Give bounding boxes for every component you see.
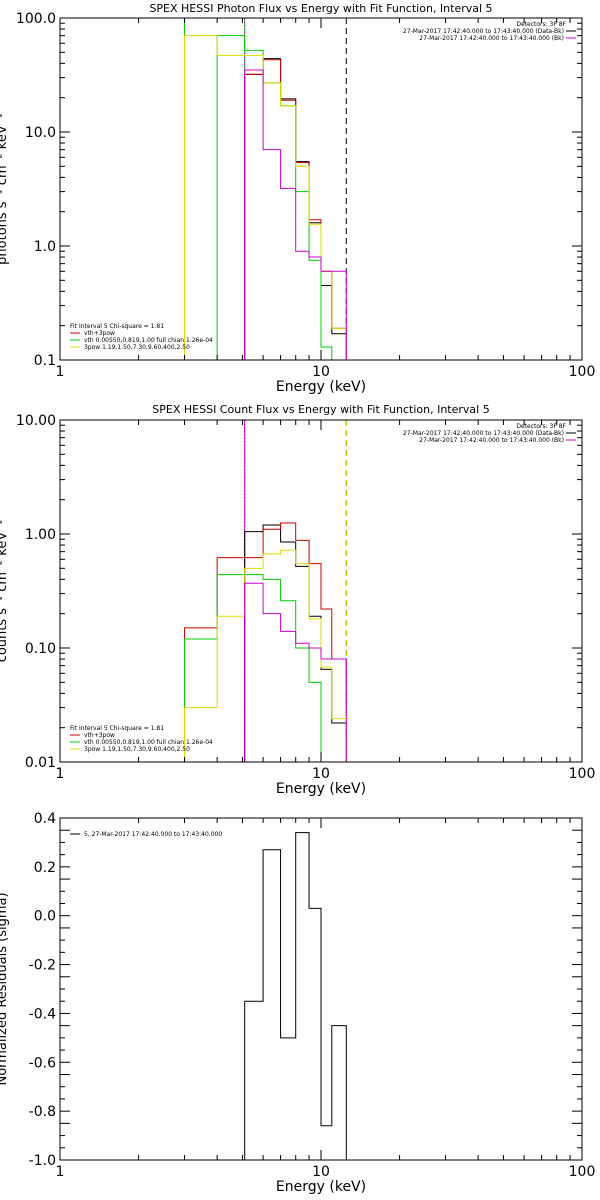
chart-3-y-axis-label: Normalized Residuals (sigma)	[0, 892, 10, 1085]
chart-3-ytick-label: -1.0	[29, 1153, 56, 1169]
chart-2-series-4-step	[184, 549, 347, 762]
chart-1-ytick-label: 1.0	[34, 239, 56, 255]
chart-2-xtick-label: 100	[569, 766, 596, 782]
chart-3-ytick-label: 0.0	[34, 909, 56, 925]
chart-1-xtick-label: 1	[56, 364, 65, 380]
chart-3-x-axis-label: Energy (keV)	[276, 1179, 366, 1195]
chart-2-ytick-label: 0.10	[25, 641, 56, 657]
chart-1-y-axis-label: photons s⁻¹ cm⁻² keV⁻¹	[0, 113, 10, 265]
chart-1-legend-right-header: Detectors: 3F 8F	[516, 21, 566, 28]
chart-1-xtick-label: 10	[312, 364, 330, 380]
chart-1-xtick-label: 100	[569, 364, 596, 380]
chart-2-ytick-label: 1.00	[25, 527, 56, 543]
chart-3-ytick-label: 0.2	[34, 860, 56, 876]
chart-2-data	[184, 420, 347, 762]
chart-1-legend-left-label: vth+3pow	[84, 330, 115, 337]
chart-3-ytick-label: -0.6	[29, 1055, 56, 1071]
chart-3-xtick-label: 100	[569, 1164, 596, 1180]
chart-1-ytick-label: 10.0	[25, 125, 56, 141]
chart-1-legend-left-header: Fit Interval 5 Chi-square = 1.81	[70, 323, 164, 330]
chart-3-legend-left-label: 5, 27-Mar-2017 17:42:40.000 to 17:43:40.…	[84, 831, 222, 838]
chart-2-legend-left-header: Fit Interval 5 Chi-square = 1.81	[70, 725, 164, 732]
chart-1-title: SPEX HESSI Photon Flux vs Energy with Fi…	[149, 2, 492, 15]
chart-1-legend-right-label: 27-Mar-2017 17:42:40.000 to 17:43:40.000…	[419, 35, 564, 42]
chart-2-ytick-label: 0.01	[25, 755, 56, 771]
chart-1-series-3-step	[216, 35, 333, 360]
chart-3-xtick-label: 1	[56, 1164, 65, 1180]
chart-3-ytick-label: -0.2	[29, 958, 56, 974]
chart-panel-3: 1 10 100 -1.0 -0.8 -0.6 -0.4 -0.2 0.0 0.2 0.4 Energ…	[0, 811, 595, 1195]
chart-2-x-axis-label: Energy (keV)	[276, 781, 366, 797]
chart-3-data	[244, 832, 347, 1160]
chart-2-series-5-step	[244, 582, 347, 762]
chart-1-series-5-step	[244, 69, 347, 360]
chart-2-title: SPEX HESSI Count Flux vs Energy with Fit…	[152, 403, 489, 416]
chart-1-ytick-label: 100.0	[16, 11, 56, 27]
chart-2-legend-left-label: vth+3pow	[84, 732, 115, 739]
chart-1-legend-left-label: vth 0.00550,0.819,1.00 full chian 1.26e-…	[84, 337, 213, 344]
chart-2-legend-left-label: vth 0.00550,0.819,1.00 full chian 1.26e-…	[84, 739, 213, 746]
chart-panel-2: SPEX HESSI Count Flux vs Energy with Fit…	[0, 403, 595, 797]
chart-2-legend-right-label: 27-Mar-2017 17:42:40.000 to 17:43:40.000…	[403, 430, 564, 437]
chart-2-xtick-label: 1	[56, 766, 65, 782]
chart-panel-1: SPEX HESSI Photon Flux vs Energy with Fi…	[0, 2, 595, 395]
chart-2-legend-right-header: Detectors: 3F 8F	[516, 423, 566, 430]
chart-3-xtick-label: 10	[312, 1164, 330, 1180]
chart-2-series-3-step	[184, 574, 322, 762]
chart-3-ytick-label: -0.8	[29, 1104, 56, 1120]
chart-2-y-axis-label: counts s⁻¹ cm⁻² keV⁻¹	[0, 520, 10, 663]
chart-1-ytick-label: 0.1	[34, 353, 56, 369]
chart-1-series-4-step	[184, 35, 347, 360]
chart-3-ytick-label: 0.4	[34, 811, 56, 827]
chart-2-legend-right-label: 27-Mar-2017 17:42:40.000 to 17:43:40.000…	[419, 437, 564, 444]
chart-2-ytick-label: 10.00	[16, 413, 56, 429]
chart-3-ytick-label: -0.4	[29, 1006, 56, 1022]
chart-3-series-1-step	[244, 832, 347, 1160]
chart-2-series-2-step	[184, 522, 347, 762]
chart-1-legend-left-label: 3pow 1.19,1.50,7.30,9.60,400,2.50	[84, 344, 190, 351]
chart-1-data	[184, 18, 347, 360]
chart-2-xtick-label: 10	[312, 766, 330, 782]
chart-1-legend-right-label: 27-Mar-2017 17:42:40.000 to 17:43:40.000…	[403, 28, 564, 35]
chart-1-x-axis-label: Energy (keV)	[276, 379, 366, 395]
chart-2-legend-left-label: 3pow 1.19,1.50,7.30,9.60,400,2.50	[84, 746, 190, 753]
